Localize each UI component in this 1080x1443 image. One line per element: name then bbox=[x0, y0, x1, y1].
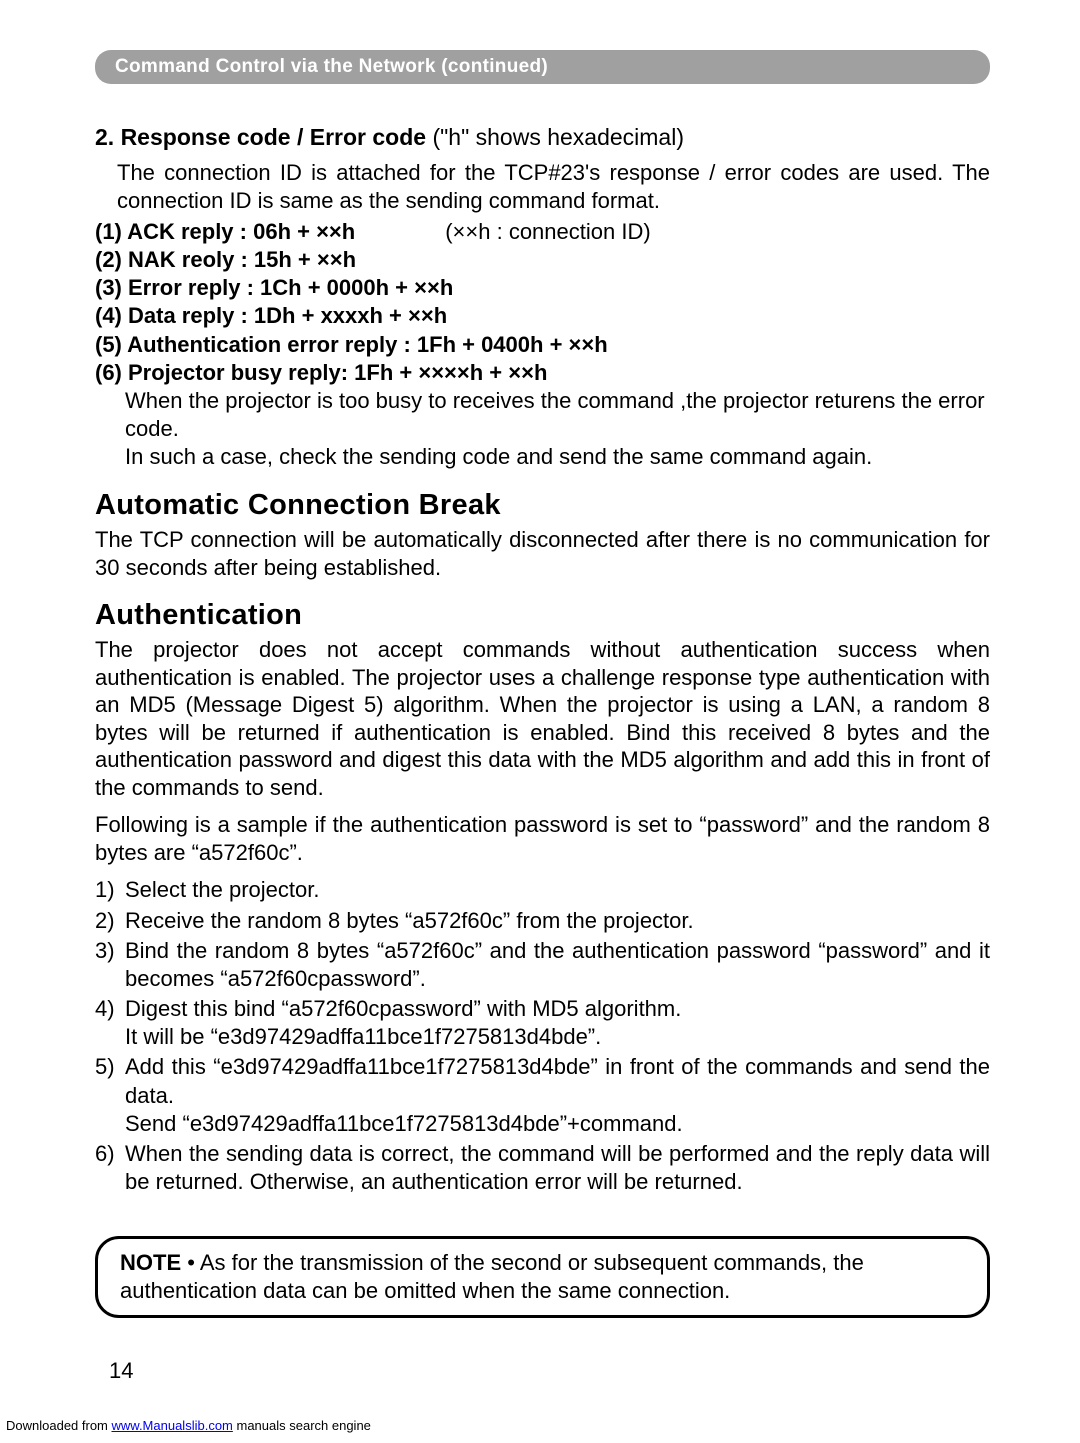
reply-6: (6) Projector busy reply: 1Fh + ××××h + … bbox=[95, 359, 547, 387]
note-label: NOTE bbox=[120, 1250, 181, 1275]
response-code-title: 2. Response code / Error code ("h" shows… bbox=[95, 124, 990, 151]
step-text: When the sending data is correct, the co… bbox=[125, 1140, 990, 1196]
auto-break-title: Automatic Connection Break bbox=[95, 489, 990, 522]
step-num: 4) bbox=[95, 995, 125, 1051]
step-text: Receive the random 8 bytes “a572f60c” fr… bbox=[125, 907, 990, 935]
footer-post: manuals search engine bbox=[233, 1418, 371, 1433]
reply-row-2: (2) NAK reoly : 15h + ××h bbox=[95, 246, 990, 274]
download-footer: Downloaded from www.Manualslib.com manua… bbox=[0, 1414, 1080, 1443]
response-code-title-normal: ("h" shows hexadecimal) bbox=[432, 124, 684, 150]
note-box: NOTE • As for the transmission of the se… bbox=[95, 1236, 990, 1318]
step-1: 1)Select the projector. bbox=[95, 876, 990, 904]
step-num: 5) bbox=[95, 1053, 125, 1137]
response-code-title-bold: 2. Response code / Error code bbox=[95, 124, 432, 150]
authentication-title: Authentication bbox=[95, 599, 990, 632]
reply-1-right: (××h : connection ID) bbox=[355, 218, 650, 246]
step-6: 6)When the sending data is correct, the … bbox=[95, 1140, 990, 1196]
step-2: 2)Receive the random 8 bytes “a572f60c” … bbox=[95, 907, 990, 935]
reply-2: (2) NAK reoly : 15h + ××h bbox=[95, 246, 356, 274]
document-page: Command Control via the Network (continu… bbox=[0, 0, 1080, 1414]
step-num: 3) bbox=[95, 937, 125, 993]
busy-text-2: In such a case, check the sending code a… bbox=[125, 443, 990, 471]
reply-row-5: (5) Authentication error reply : 1Fh + 0… bbox=[95, 331, 990, 359]
step-text: Select the projector. bbox=[125, 876, 990, 904]
section-header: Command Control via the Network (continu… bbox=[95, 50, 990, 84]
step-text: Add this “e3d97429adffa11bce1f7275813d4b… bbox=[125, 1053, 990, 1137]
reply-5: (5) Authentication error reply : 1Fh + 0… bbox=[95, 331, 608, 359]
response-code-intro: The connection ID is attached for the TC… bbox=[117, 159, 990, 214]
footer-pre: Downloaded from bbox=[6, 1418, 112, 1433]
step-text: Digest this bind “a572f60cpassword” with… bbox=[125, 995, 990, 1051]
reply-4: (4) Data reply : 1Dh + xxxxh + ××h bbox=[95, 302, 447, 330]
step-4: 4)Digest this bind “a572f60cpassword” wi… bbox=[95, 995, 990, 1051]
manualslib-link[interactable]: www.Manualslib.com bbox=[112, 1418, 233, 1433]
note-text: • As for the transmission of the second … bbox=[120, 1250, 864, 1303]
step-num: 6) bbox=[95, 1140, 125, 1196]
reply-1-left: (1) ACK reply : 06h + ××h bbox=[95, 218, 355, 246]
reply-row-3: (3) Error reply : 1Ch + 0000h + ××h bbox=[95, 274, 990, 302]
reply-row-1: (1) ACK reply : 06h + ××h (××h : connect… bbox=[95, 218, 990, 246]
reply-row-6: (6) Projector busy reply: 1Fh + ××××h + … bbox=[95, 359, 990, 387]
busy-text-1: When the projector is too busy to receiv… bbox=[125, 387, 990, 443]
authentication-p2: Following is a sample if the authenticat… bbox=[95, 811, 990, 866]
reply-3: (3) Error reply : 1Ch + 0000h + ××h bbox=[95, 274, 453, 302]
step-num: 2) bbox=[95, 907, 125, 935]
auto-break-body: The TCP connection will be automatically… bbox=[95, 526, 990, 581]
step-num: 1) bbox=[95, 876, 125, 904]
reply-row-4: (4) Data reply : 1Dh + xxxxh + ××h bbox=[95, 302, 990, 330]
authentication-p1: The projector does not accept commands w… bbox=[95, 636, 990, 801]
step-5: 5)Add this “e3d97429adffa11bce1f7275813d… bbox=[95, 1053, 990, 1137]
step-3: 3)Bind the random 8 bytes “a572f60c” and… bbox=[95, 937, 990, 993]
page-number: 14 bbox=[109, 1358, 990, 1384]
step-text: Bind the random 8 bytes “a572f60c” and t… bbox=[125, 937, 990, 993]
